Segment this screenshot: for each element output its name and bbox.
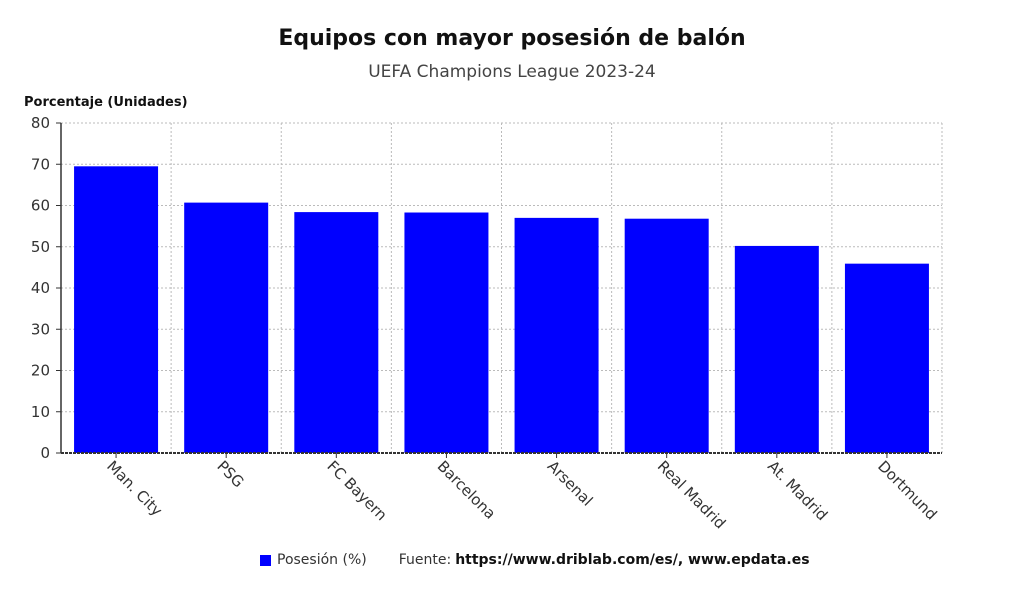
y-tick-label: 10 bbox=[31, 403, 50, 421]
bar bbox=[844, 263, 929, 453]
legend-swatch bbox=[260, 554, 271, 566]
chart-subtitle: UEFA Champions League 2023-24 bbox=[368, 62, 656, 82]
y-tick-label: 60 bbox=[31, 197, 50, 215]
bar bbox=[514, 217, 599, 453]
bar bbox=[624, 218, 709, 453]
x-tick-label: Barcelona bbox=[434, 457, 500, 523]
bar bbox=[294, 212, 379, 453]
source-text: https://www.driblab.com/es/, www.epdata.… bbox=[455, 552, 810, 568]
x-tick-label: Real Madrid bbox=[654, 457, 729, 532]
y-tick-label: 40 bbox=[31, 279, 50, 297]
x-tick-label: Dortmund bbox=[874, 457, 940, 523]
bar bbox=[74, 166, 159, 453]
legend: Posesión (%) Fuente: https://www.driblab… bbox=[260, 552, 810, 568]
bar bbox=[734, 245, 819, 453]
y-tick-label: 70 bbox=[31, 155, 50, 173]
y-tick-label: 50 bbox=[31, 238, 50, 256]
x-tick-label: At. Madrid bbox=[764, 457, 831, 524]
bar bbox=[184, 202, 269, 453]
chart-title: Equipos con mayor posesión de balón bbox=[278, 26, 746, 51]
x-tick-label: PSG bbox=[213, 457, 247, 491]
bar bbox=[404, 212, 489, 453]
y-axis-label: Porcentaje (Unidades) bbox=[24, 95, 188, 110]
legend-label: Posesión (%) bbox=[277, 552, 367, 568]
y-tick-label: 30 bbox=[31, 320, 50, 338]
x-tick-label: Man. City bbox=[103, 457, 166, 520]
y-tick-label: 0 bbox=[40, 444, 50, 462]
x-tick-label: FC Bayern bbox=[323, 457, 390, 524]
x-tick-label: Arsenal bbox=[544, 457, 597, 510]
y-tick-label: 20 bbox=[31, 362, 50, 380]
y-tick-label: 80 bbox=[31, 114, 50, 132]
source-prefix: Fuente: bbox=[398, 552, 452, 568]
